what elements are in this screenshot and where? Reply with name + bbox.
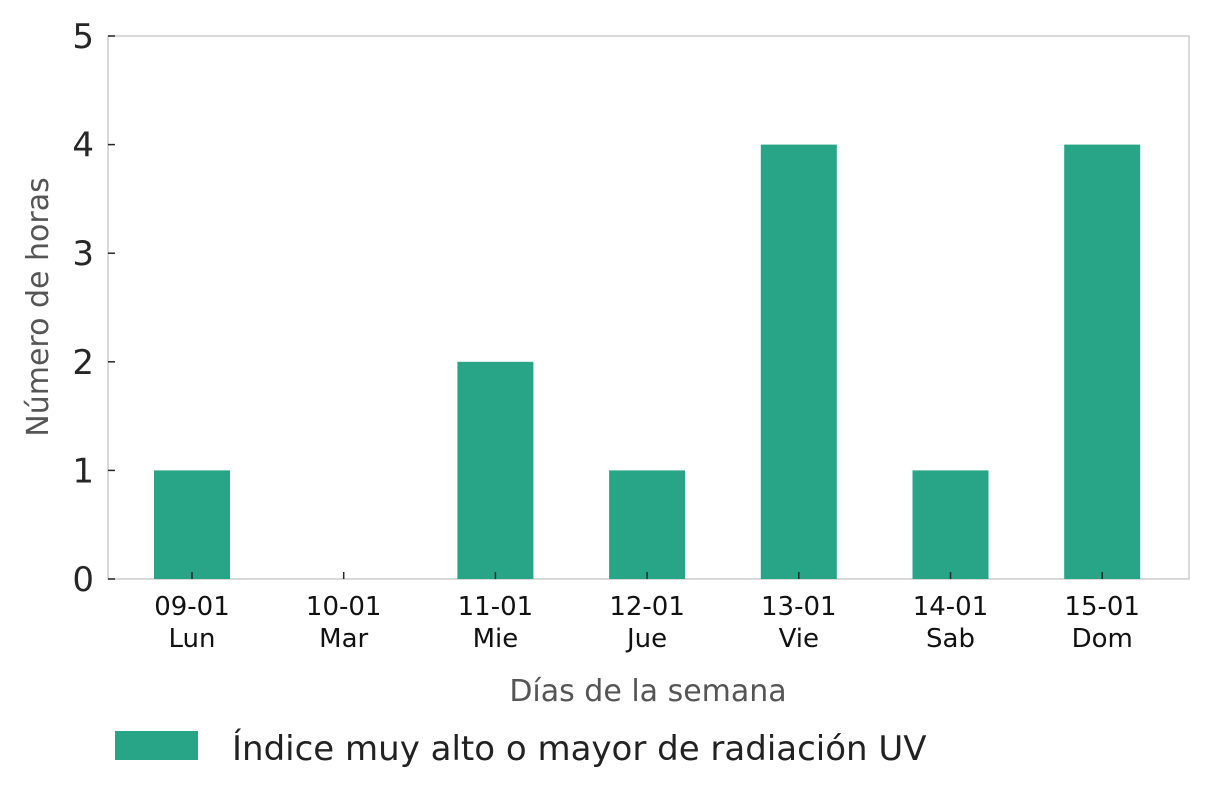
legend-label: Índice muy alto o mayor de radiación UV [232, 728, 927, 769]
y-tick-label: 5 [72, 17, 94, 57]
y-tick-label: 1 [72, 451, 94, 491]
bar [1064, 144, 1141, 579]
x-tick-label: 14-01 Sab [913, 592, 989, 654]
x-tick-label: 09-01 Lun [154, 592, 230, 654]
bar [457, 361, 534, 579]
x-axis-ticks: 09-01 Lun 10-01 Mar 11-01 Mie 12-01 Jue 13-01 Vie… [154, 572, 1140, 654]
bar-series [154, 144, 1141, 579]
bar [760, 144, 837, 579]
bar [154, 470, 230, 579]
x-tick-label: 12-01 Jue [609, 592, 685, 654]
legend: Índice muy alto o mayor de radiación UV [115, 728, 927, 769]
y-axis-ticks: 0 1 2 3 4 5 [72, 17, 115, 600]
x-tick-label: 10-01 Mar [306, 592, 382, 654]
y-tick-label: 3 [72, 234, 94, 274]
bar [609, 470, 686, 579]
y-tick-label: 0 [72, 560, 94, 600]
x-tick-label: 13-01 Vie [761, 592, 837, 654]
legend-swatch [115, 731, 198, 760]
x-tick-label: 11-01 Mie [458, 592, 534, 654]
x-axis-label: Días de la semana [509, 674, 786, 709]
bar [912, 470, 989, 579]
x-tick-label: 15-01 Dom [1064, 592, 1140, 654]
y-axis-label: Número de horas [21, 177, 56, 436]
y-tick-label: 4 [72, 126, 94, 166]
y-tick-label: 2 [72, 343, 94, 383]
